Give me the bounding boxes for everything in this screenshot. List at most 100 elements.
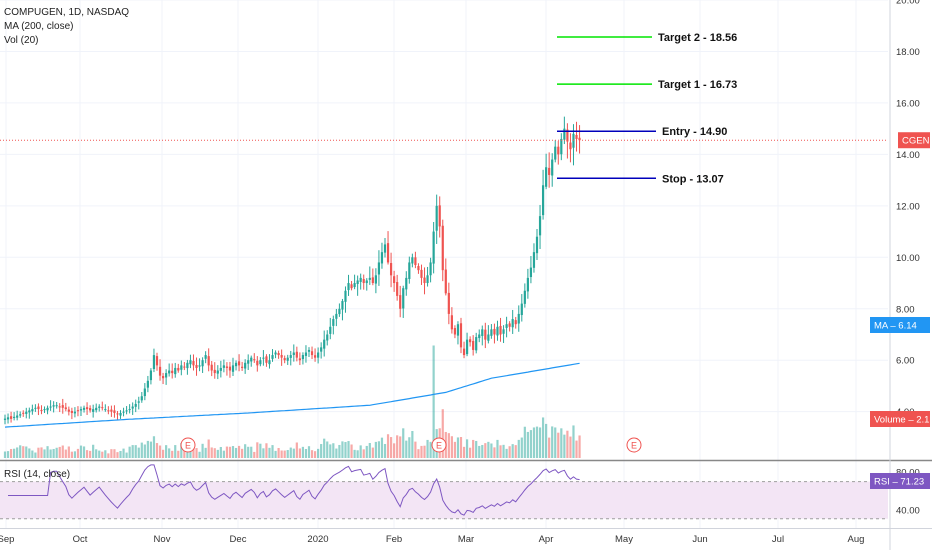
volume-bar bbox=[298, 448, 301, 458]
volume-bar bbox=[350, 444, 353, 458]
price-badges: CGEN MA – 6.14 Volume – 2.13M RSI – 71.23 bbox=[870, 132, 932, 489]
candle-body bbox=[198, 365, 201, 367]
rsi-indicator-label[interactable]: RSI (14, close) bbox=[4, 469, 71, 480]
candle-body bbox=[85, 407, 89, 410]
level-entry[interactable]: Entry - 14.90 bbox=[557, 126, 727, 138]
candle-body bbox=[487, 334, 490, 341]
candle-body bbox=[298, 358, 301, 361]
candle bbox=[174, 362, 177, 378]
volume-bar bbox=[405, 440, 408, 458]
candle bbox=[222, 359, 225, 373]
candle bbox=[447, 282, 450, 325]
candle bbox=[134, 399, 137, 413]
candle-body bbox=[28, 410, 31, 413]
candle bbox=[490, 324, 493, 339]
symbol-title[interactable]: COMPUGEN, 1D, NASDAQ bbox=[4, 7, 130, 18]
candle-body bbox=[438, 205, 441, 227]
earnings-circle bbox=[431, 437, 447, 453]
candle-body bbox=[253, 359, 256, 361]
candle-body bbox=[335, 313, 338, 319]
candle-body bbox=[560, 138, 563, 155]
cgen-price-badge-text: CGEN bbox=[902, 136, 930, 147]
candle bbox=[396, 274, 399, 301]
volume-bar bbox=[82, 446, 86, 458]
candle-body bbox=[535, 236, 539, 254]
volume-bar bbox=[575, 440, 578, 458]
candle-body bbox=[216, 370, 219, 374]
candle-body bbox=[225, 366, 229, 368]
candle-body bbox=[113, 410, 116, 413]
volume-bar bbox=[216, 449, 219, 458]
volume-bar bbox=[113, 449, 116, 458]
candle bbox=[511, 309, 514, 334]
volume-bar bbox=[514, 445, 517, 458]
candle bbox=[292, 344, 295, 362]
candle bbox=[554, 140, 557, 163]
candle-body bbox=[563, 128, 566, 140]
candle-body bbox=[572, 133, 575, 148]
candle-body bbox=[420, 269, 423, 278]
level-target[interactable]: Target 2 - 18.56 bbox=[557, 32, 737, 44]
candle-body bbox=[481, 329, 484, 337]
candle-body bbox=[98, 406, 101, 408]
volume-bar bbox=[456, 437, 460, 458]
candle-body bbox=[186, 362, 189, 369]
ma-value-badge-text: MA – 6.14 bbox=[874, 321, 917, 332]
candle bbox=[475, 332, 478, 354]
level-stop[interactable]: Stop - 13.07 bbox=[557, 173, 724, 185]
volume-value-badge-text: Volume – 2.13M bbox=[874, 415, 932, 426]
volume-bar bbox=[332, 443, 335, 458]
candle bbox=[280, 349, 283, 366]
volume-bar bbox=[25, 446, 28, 458]
candle bbox=[569, 133, 572, 163]
candle-body bbox=[365, 280, 368, 284]
volume-bar bbox=[490, 443, 493, 458]
candle bbox=[259, 357, 262, 367]
candle-body bbox=[192, 361, 195, 366]
time-tick-label: Aug bbox=[848, 534, 865, 545]
candle-body bbox=[551, 159, 554, 176]
ma-indicator-label[interactable]: MA (200, close) bbox=[4, 21, 74, 32]
candle bbox=[277, 350, 280, 359]
candle-body bbox=[134, 403, 137, 407]
candle-body bbox=[219, 367, 222, 371]
candle bbox=[359, 273, 362, 290]
candle bbox=[253, 353, 256, 363]
candle-body bbox=[408, 262, 411, 279]
candle-body bbox=[301, 355, 305, 360]
candle bbox=[128, 404, 131, 414]
volume-bar bbox=[326, 441, 329, 458]
candle-body bbox=[92, 409, 95, 412]
candle-body bbox=[89, 408, 92, 411]
candle-body bbox=[472, 340, 475, 350]
candle bbox=[98, 404, 101, 412]
candle bbox=[350, 280, 353, 291]
candle bbox=[19, 411, 22, 418]
candle bbox=[25, 407, 28, 419]
volume-bar bbox=[362, 449, 365, 458]
volume-bar bbox=[274, 450, 277, 458]
candle-body bbox=[532, 252, 536, 268]
drawn-levels[interactable]: Target 2 - 18.56 Target 1 - 16.73 Entry - … bbox=[557, 32, 737, 185]
candle bbox=[268, 354, 271, 369]
volume-bar bbox=[535, 426, 539, 458]
candle bbox=[389, 252, 393, 288]
volume-bar bbox=[37, 447, 40, 458]
candle bbox=[155, 352, 159, 371]
earnings-marker[interactable]: E bbox=[180, 437, 196, 453]
rsi-band bbox=[0, 481, 888, 520]
candle bbox=[362, 274, 365, 290]
candle bbox=[113, 405, 116, 418]
earnings-marker[interactable]: E bbox=[431, 437, 447, 453]
volume-bar bbox=[551, 426, 554, 458]
candle bbox=[271, 349, 274, 362]
candle bbox=[298, 352, 301, 366]
volume-bar bbox=[441, 409, 444, 458]
level-target[interactable]: Target 1 - 16.73 bbox=[557, 79, 737, 91]
volume-indicator-label[interactable]: Vol (20) bbox=[4, 35, 39, 46]
volume-bar bbox=[6, 451, 10, 458]
earnings-marker[interactable]: E bbox=[626, 437, 642, 453]
